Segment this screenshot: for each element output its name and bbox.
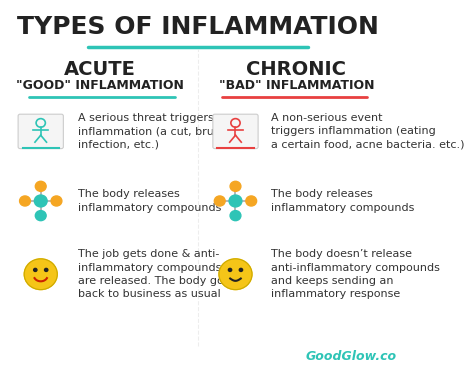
Text: GoodGlow.co: GoodGlow.co	[306, 350, 397, 363]
Circle shape	[214, 196, 225, 206]
Text: "BAD" INFLAMMATION: "BAD" INFLAMMATION	[219, 79, 374, 92]
Text: A serious threat triggers
inflammation (a cut, bruise,
infection, etc.): A serious threat triggers inflammation (…	[78, 113, 233, 149]
Circle shape	[219, 259, 252, 290]
Circle shape	[24, 259, 57, 290]
Text: ACUTE: ACUTE	[64, 60, 136, 79]
Circle shape	[36, 181, 46, 192]
Text: A non-serious event
triggers inflammation (eating
a certain food, acne bacteria.: A non-serious event triggers inflammatio…	[271, 113, 465, 149]
Circle shape	[239, 268, 243, 272]
Circle shape	[228, 268, 232, 272]
Circle shape	[19, 196, 30, 206]
Circle shape	[45, 268, 48, 272]
Circle shape	[34, 268, 37, 272]
Text: The body doesn’t release
anti-inflammatory compounds
and keeps sending an
inflam: The body doesn’t release anti-inflammato…	[271, 249, 440, 299]
Text: The body releases
inflammatory compounds: The body releases inflammatory compounds	[271, 189, 414, 213]
FancyBboxPatch shape	[213, 114, 258, 149]
Circle shape	[51, 196, 62, 206]
Circle shape	[246, 196, 256, 206]
Circle shape	[230, 181, 241, 192]
Circle shape	[229, 195, 242, 207]
FancyBboxPatch shape	[18, 114, 64, 149]
Text: "GOOD" INFLAMMATION: "GOOD" INFLAMMATION	[16, 79, 184, 92]
Text: The job gets done & anti-
inflammatory compounds
are released. The body goes
bac: The job gets done & anti- inflammatory c…	[78, 249, 237, 299]
Circle shape	[34, 195, 47, 207]
Text: TYPES OF INFLAMMATION: TYPES OF INFLAMMATION	[17, 15, 379, 39]
Text: The body releases
inflammatory compounds: The body releases inflammatory compounds	[78, 189, 221, 213]
Text: CHRONIC: CHRONIC	[246, 60, 346, 79]
Circle shape	[230, 211, 241, 221]
Circle shape	[36, 211, 46, 221]
